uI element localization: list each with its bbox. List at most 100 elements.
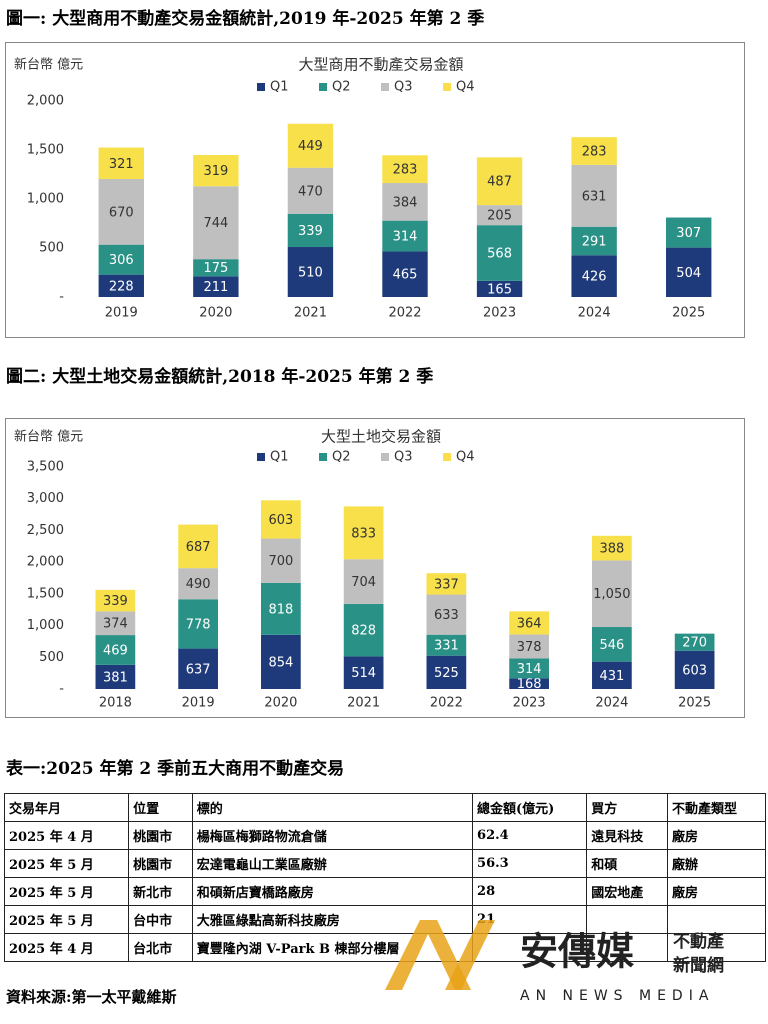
x-tick-label: 2023 (483, 306, 516, 321)
x-tick-label: 2020 (199, 306, 232, 321)
bar-segment (178, 599, 218, 649)
bar-segment (509, 678, 549, 689)
bar-segment (571, 164, 617, 227)
table-cell: 總金額(億元) (472, 793, 588, 822)
bar-segment (426, 655, 467, 689)
legend-label: Q3 (394, 80, 413, 95)
logo-tag: 不動產 (673, 931, 724, 952)
data-label: 339 (298, 224, 323, 239)
bar-segment (343, 506, 384, 560)
x-tick-label: 2021 (347, 696, 380, 711)
bar-segment (674, 633, 715, 651)
table-cell: 和碩 (586, 849, 669, 878)
x-tick-label: 2023 (513, 696, 546, 711)
bar-segment (343, 656, 384, 689)
data-label: 339 (103, 594, 128, 609)
data-label: 314 (393, 230, 418, 245)
data-label: 603 (268, 513, 293, 528)
table-row: 2025 年 5 月台中市 大雅區綠點高新科技廠房 21 (3, 905, 766, 934)
bar-segment (592, 535, 632, 561)
data-label: 388 (599, 542, 624, 557)
y-tick-label: 2,000 (27, 94, 64, 109)
logo-shape (385, 920, 471, 990)
y-tick-label: 1,500 (27, 586, 64, 601)
data-label: 833 (351, 526, 376, 541)
legend-swatch (319, 453, 327, 461)
table-cell: 62.4 (472, 821, 588, 850)
data-label: 854 (268, 655, 293, 670)
table-cell: 廠辦 (667, 849, 766, 878)
table-row: 2025 年 5 月新北市 和碩新店寶橋路廠房 28 國宏地產 廠房 (3, 877, 766, 906)
data-label: 228 (109, 279, 134, 294)
data-label: 1,050 (593, 587, 630, 602)
chart-title: 大型土地交易金額 (321, 428, 441, 446)
data-label: 469 (103, 643, 128, 658)
x-tick-label: 2021 (294, 306, 327, 321)
legend-label: Q4 (456, 450, 475, 465)
bar-segment (592, 560, 632, 628)
table-cell: 標的 (191, 793, 474, 822)
data-label: 637 (186, 662, 211, 677)
table-cell (586, 933, 669, 962)
legend-label: Q3 (394, 450, 413, 465)
bar-segment (382, 155, 428, 184)
table-cell: 不動產類型 (667, 793, 766, 822)
chart-title: 大型商用不動產交易金額 (298, 56, 463, 74)
bar-segment (571, 226, 617, 256)
bar-segment (674, 650, 715, 689)
legend-label: Q1 (270, 450, 289, 465)
bar-segment (261, 582, 301, 635)
bar-segment (509, 634, 549, 659)
data-label: 487 (487, 175, 512, 190)
bar-segment (98, 147, 144, 180)
bar-segment (287, 167, 334, 214)
table: 交易年月 位置 標的 總金額(億元) 買方 不動產類型 2025 年 4 月桃園市 楊梅區梅獅… (3, 793, 766, 962)
legend-swatch (443, 453, 451, 461)
legend-label: Q4 (456, 80, 475, 95)
data-label: 514 (351, 666, 376, 681)
y-tick-label: 2,500 (27, 523, 64, 538)
table-cell: 楊梅區梅獅路物流倉儲 (191, 821, 474, 850)
bar-segment (287, 247, 334, 297)
legend-label: Q2 (332, 450, 351, 465)
table-cell: 廠房 (667, 821, 766, 850)
data-label: 687 (186, 540, 211, 555)
bar-segment (476, 205, 523, 226)
data-label: 525 (434, 666, 459, 681)
table-cell: 國宏地產 (586, 877, 669, 906)
data-label: 283 (393, 163, 418, 178)
data-label: 168 (517, 677, 542, 692)
table-cell: 21 (472, 905, 588, 934)
table-cell: 28 (472, 877, 588, 906)
data-label: 384 (393, 195, 418, 210)
table-cell (667, 933, 766, 962)
data-label: 378 (517, 640, 542, 655)
data-label: 331 (434, 639, 459, 654)
data-label: 818 (268, 602, 293, 617)
legend-swatch (381, 83, 389, 91)
source-note: 資料來源:第一太平戴維斯 (6, 988, 177, 1006)
bar-segment (343, 559, 384, 604)
bar-segment (95, 611, 136, 636)
y-tick-label: 1,000 (27, 192, 64, 207)
watermark: 安傳媒 不動產 新聞網 AN NEWS MEDIA (385, 920, 724, 1004)
bar-segment (666, 217, 712, 248)
table-cell: 宏達電龜山工業區廠辦 (191, 849, 474, 878)
table-cell: 廠房 (667, 877, 766, 906)
data-label: 364 (517, 616, 542, 631)
data-label: 314 (517, 662, 542, 677)
x-tick-label: 2024 (578, 306, 611, 321)
logo-shape (445, 920, 495, 990)
table-row: 2025 年 4 月桃園市 楊梅區梅獅路物流倉儲 62.4 遠見科技 廠房 (3, 821, 766, 850)
bar-segment (261, 538, 301, 583)
logo-tag: 新聞網 (673, 955, 724, 976)
table-title: 表一:2025 年第 2 季前五大商用不動產交易 (6, 759, 345, 779)
bar-segment (426, 594, 467, 635)
data-label: 465 (393, 268, 418, 283)
data-label: 449 (298, 139, 323, 154)
bar-segment (509, 658, 549, 679)
table-cell: 買方 (586, 793, 669, 822)
legend-swatch (257, 453, 265, 461)
bar-segment (287, 123, 334, 168)
bar-segment (178, 648, 218, 689)
